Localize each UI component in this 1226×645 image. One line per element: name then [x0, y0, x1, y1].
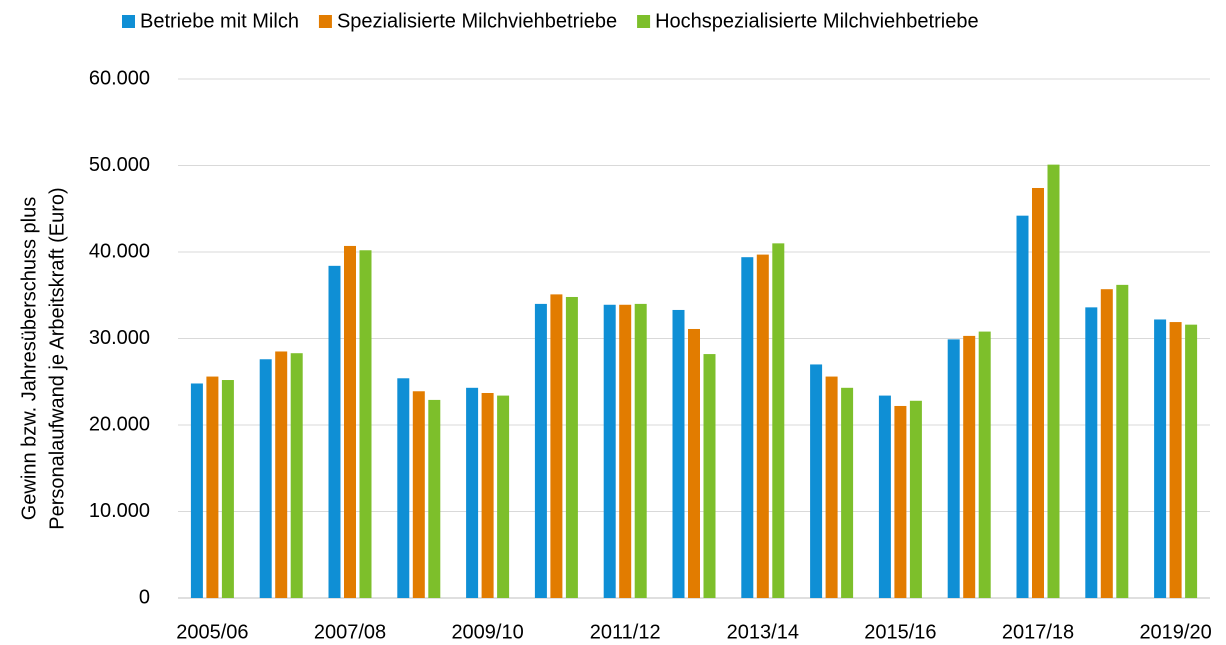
bar	[603, 304, 616, 598]
bar	[534, 303, 547, 598]
x-tick-label: 2009/10	[451, 621, 523, 643]
x-tick-label: 2019/20	[1139, 621, 1211, 643]
bar	[206, 376, 219, 598]
legend-swatch	[318, 15, 332, 28]
y-axis-label: Gewinn bzw. Jahresüberschuss plus	[18, 197, 40, 521]
bar	[190, 383, 203, 598]
y-tick-label: 50.000	[89, 154, 150, 176]
legend-label: Betriebe mit Milch	[140, 10, 299, 32]
bar	[810, 364, 823, 598]
bar	[756, 254, 769, 598]
bar	[428, 399, 441, 598]
bar	[841, 387, 854, 598]
legend-swatch	[122, 15, 135, 28]
legend-swatch	[637, 15, 651, 28]
y-tick-label: 10.000	[89, 500, 150, 522]
y-tick-label: 60.000	[89, 67, 150, 89]
bar	[825, 376, 838, 598]
bar	[565, 296, 578, 598]
bar	[1185, 324, 1198, 598]
y-tick-label: 40.000	[89, 240, 150, 262]
bar	[290, 353, 303, 598]
bar	[741, 257, 754, 598]
bar	[1016, 215, 1029, 599]
legend-label: Spezialisierte Milchviehbetriebe	[337, 10, 617, 32]
bar	[1154, 319, 1167, 598]
bar	[703, 354, 716, 598]
x-tick-label: 2007/08	[314, 621, 386, 643]
bar	[359, 250, 372, 598]
bar	[497, 395, 510, 598]
bar	[909, 400, 922, 598]
y-tick-label: 20.000	[89, 413, 150, 435]
bar	[259, 359, 272, 598]
x-tick-label: 2017/18	[1002, 621, 1074, 643]
bar	[894, 405, 907, 598]
y-axis-label: Personalaufwand je Arbeitskraft (Euro)	[46, 187, 68, 529]
bar	[344, 245, 356, 598]
x-tick-label: 2011/12	[590, 621, 661, 643]
bar	[221, 380, 234, 598]
bar	[1100, 289, 1113, 598]
bar	[412, 391, 425, 598]
bar	[550, 294, 563, 598]
y-tick-label: 0	[139, 586, 150, 608]
bar	[688, 328, 700, 598]
legend-label: Hochspezialisierte Milchviehbetriebe	[655, 10, 979, 32]
bar	[1169, 322, 1182, 598]
bar	[772, 243, 785, 598]
bar	[672, 309, 685, 598]
bar	[1085, 307, 1098, 598]
bar	[978, 331, 991, 598]
bar	[328, 265, 341, 598]
x-tick-label: 2005/06	[176, 621, 248, 643]
y-tick-label: 30.000	[89, 327, 150, 349]
bar	[634, 303, 647, 598]
bar	[481, 392, 494, 598]
bar	[466, 387, 479, 598]
bar	[275, 351, 288, 598]
bar	[619, 304, 632, 598]
bar	[947, 339, 960, 598]
bar	[963, 335, 976, 598]
bar	[878, 395, 891, 598]
bar	[1047, 164, 1060, 598]
bar	[397, 378, 410, 598]
x-tick-label: 2015/16	[864, 621, 936, 643]
x-tick-label: 2013/14	[727, 621, 799, 643]
bar	[1116, 284, 1129, 598]
bar	[1032, 187, 1044, 599]
